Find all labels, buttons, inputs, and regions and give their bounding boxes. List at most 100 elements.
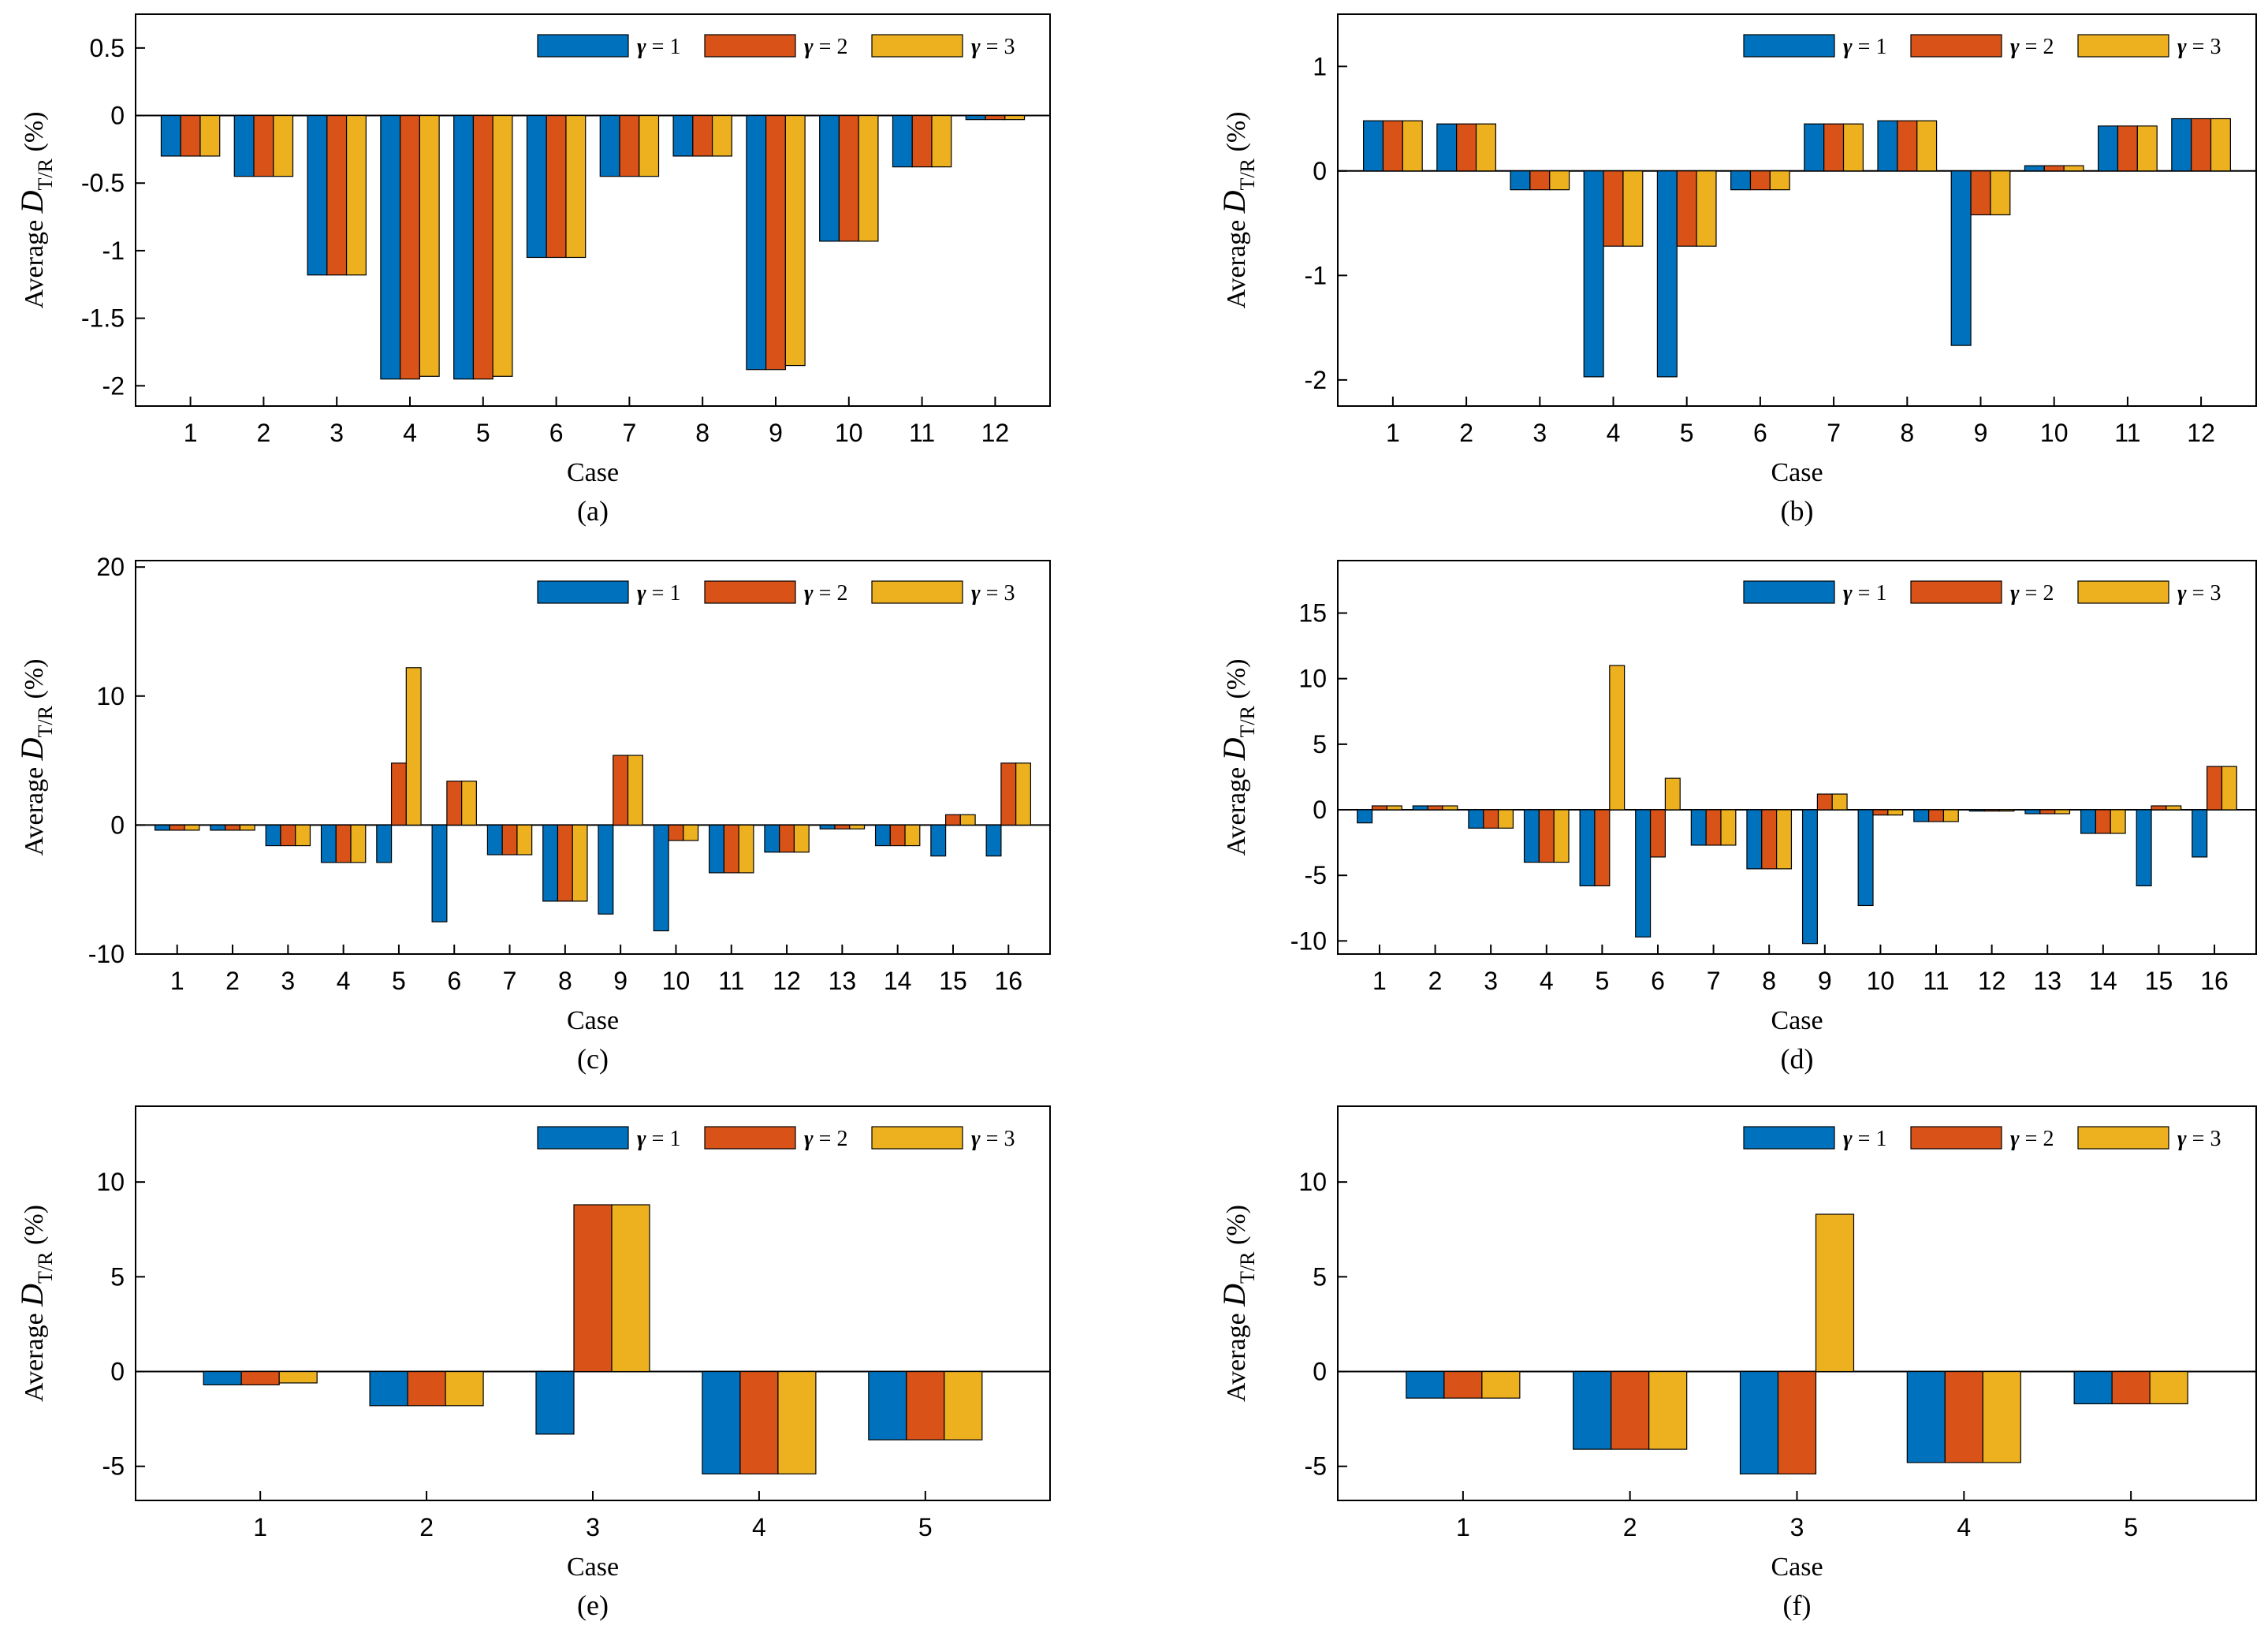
bar [944, 814, 961, 826]
bar [892, 114, 913, 168]
panel-caption: (b) [1781, 495, 1814, 527]
bar [2192, 809, 2208, 858]
legend-swatch [1743, 1126, 1835, 1150]
y-tick-label: 1 [1313, 52, 1327, 80]
bar [930, 824, 947, 857]
x-tick-label: 3 [1484, 967, 1498, 995]
bar [1761, 809, 1778, 870]
bar [959, 814, 976, 826]
x-tick-label: 4 [337, 967, 351, 995]
axes-box [135, 13, 1051, 407]
bar [599, 114, 620, 177]
bar [2080, 809, 2097, 834]
bar [526, 114, 547, 259]
bar [253, 114, 274, 177]
bar [1928, 809, 1945, 822]
x-tick-label: 3 [1790, 1513, 1804, 1541]
bar [390, 762, 407, 826]
bar [326, 114, 348, 276]
bar [911, 114, 933, 168]
bar [1776, 809, 1793, 870]
legend-swatch [537, 1126, 629, 1150]
x-tick-label: 12 [1978, 967, 2006, 995]
bar [472, 114, 493, 380]
x-tick-label: 14 [884, 967, 912, 995]
bar [2191, 117, 2212, 172]
bar [445, 1370, 484, 1407]
y-tick-label: 5 [1313, 730, 1327, 758]
x-axis-label: Case [1771, 458, 1823, 487]
y-tick-label: 0 [1313, 157, 1327, 185]
bar [1442, 805, 1458, 811]
bar [874, 824, 891, 847]
bar [184, 824, 200, 831]
bar [1622, 170, 1644, 247]
bar [546, 114, 567, 259]
legend-label: γ = 1 [1843, 581, 1886, 606]
bar [295, 824, 311, 847]
bar [1739, 1370, 1779, 1474]
bar [169, 824, 185, 831]
bar [400, 114, 420, 380]
bar [501, 824, 518, 855]
x-tick-label: 7 [1707, 967, 1721, 995]
axes-box [1337, 13, 2257, 407]
bar [155, 824, 170, 831]
bar [1579, 809, 1596, 887]
legend-swatch [2077, 1126, 2169, 1150]
x-tick-label: 9 [769, 419, 783, 447]
bar [2054, 809, 2071, 814]
bar [1804, 123, 1825, 172]
bar [1436, 123, 1458, 172]
bar [516, 824, 533, 855]
y-axis-label: Average DT/R (%) [1216, 1205, 1259, 1402]
bar [672, 114, 694, 157]
bar [203, 1370, 242, 1385]
bar [265, 824, 281, 847]
bar [350, 824, 367, 863]
x-tick-label: 3 [586, 1513, 600, 1541]
bar [1913, 809, 1930, 822]
legend-swatch [537, 34, 629, 58]
bar [446, 781, 463, 826]
x-axis-label: Case [1771, 1552, 1823, 1582]
x-tick-label: 8 [1762, 967, 1776, 995]
y-tick-label: -0.5 [81, 169, 125, 197]
bar [1510, 170, 1531, 191]
x-tick-label: 16 [2200, 967, 2229, 995]
x-tick-label: 5 [392, 967, 406, 995]
bar [431, 824, 448, 922]
x-tick-label: 6 [549, 419, 564, 447]
bar [2024, 165, 2045, 172]
x-tick-label: 10 [2040, 419, 2069, 447]
x-tick-label: 2 [1459, 419, 1473, 447]
bar [668, 824, 684, 841]
bar [784, 114, 806, 367]
bar [1942, 809, 1959, 822]
bar [1705, 809, 1722, 846]
legend-label: γ = 3 [2177, 581, 2221, 606]
y-tick-label: -5 [102, 1452, 125, 1481]
bar [2110, 809, 2126, 834]
bar [225, 824, 241, 831]
bar [2111, 1370, 2151, 1405]
legend-label: γ = 3 [971, 35, 1015, 59]
bar [1603, 170, 1624, 247]
x-tick-label: 8 [695, 419, 709, 447]
x-tick-label: 9 [613, 967, 628, 995]
chart-panel-6: -5 0 5 10 1 2 3 4 5 Case Average DT/R (%) (f) γ = 1 γ… [1216, 1105, 2257, 1621]
y-tick-label: -1.5 [81, 304, 125, 333]
bar [1609, 665, 1626, 811]
bar [1497, 809, 1514, 829]
panel-caption: (e) [577, 1590, 609, 1621]
x-tick-label: 11 [2114, 419, 2140, 447]
x-tick-label: 6 [1651, 967, 1665, 995]
bar [239, 824, 255, 831]
bar [335, 824, 352, 863]
bar [1443, 1370, 1483, 1399]
bar [868, 1370, 907, 1441]
panel-caption: (a) [577, 495, 609, 527]
x-tick-label: 5 [476, 419, 490, 447]
bar [542, 824, 559, 902]
